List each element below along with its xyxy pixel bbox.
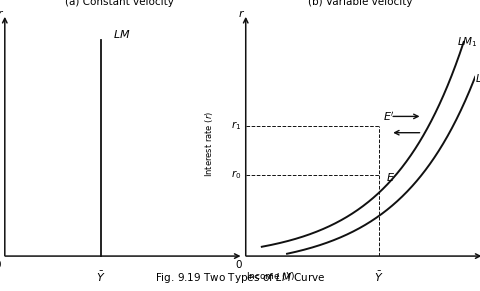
Text: $r$: $r$ xyxy=(238,8,245,19)
Text: Interest rate ($r$): Interest rate ($r$) xyxy=(203,111,215,177)
Text: (b) Variable velocity: (b) Variable velocity xyxy=(308,0,413,7)
Text: Income ($Y$): Income ($Y$) xyxy=(246,270,296,282)
Text: $E'$: $E'$ xyxy=(384,110,395,123)
Text: Fig. 9.19 Two Types of $LM$ Curve: Fig. 9.19 Two Types of $LM$ Curve xyxy=(155,271,325,285)
Text: $r$: $r$ xyxy=(0,8,4,19)
Text: $r_1$: $r_1$ xyxy=(231,119,241,132)
Text: $LM_1$: $LM_1$ xyxy=(457,35,478,49)
Text: (a) Constant velocity: (a) Constant velocity xyxy=(65,0,174,7)
Text: $LM$: $LM$ xyxy=(113,28,130,40)
Text: $r_0$: $r_0$ xyxy=(231,168,241,181)
Text: 0: 0 xyxy=(236,260,242,270)
Text: $LM_2$: $LM_2$ xyxy=(475,72,480,86)
Text: $\bar{Y}$: $\bar{Y}$ xyxy=(374,270,384,284)
Text: $\bar{Y}$: $\bar{Y}$ xyxy=(96,270,106,284)
Text: $E$: $E$ xyxy=(386,171,395,183)
Text: 0: 0 xyxy=(0,260,1,270)
